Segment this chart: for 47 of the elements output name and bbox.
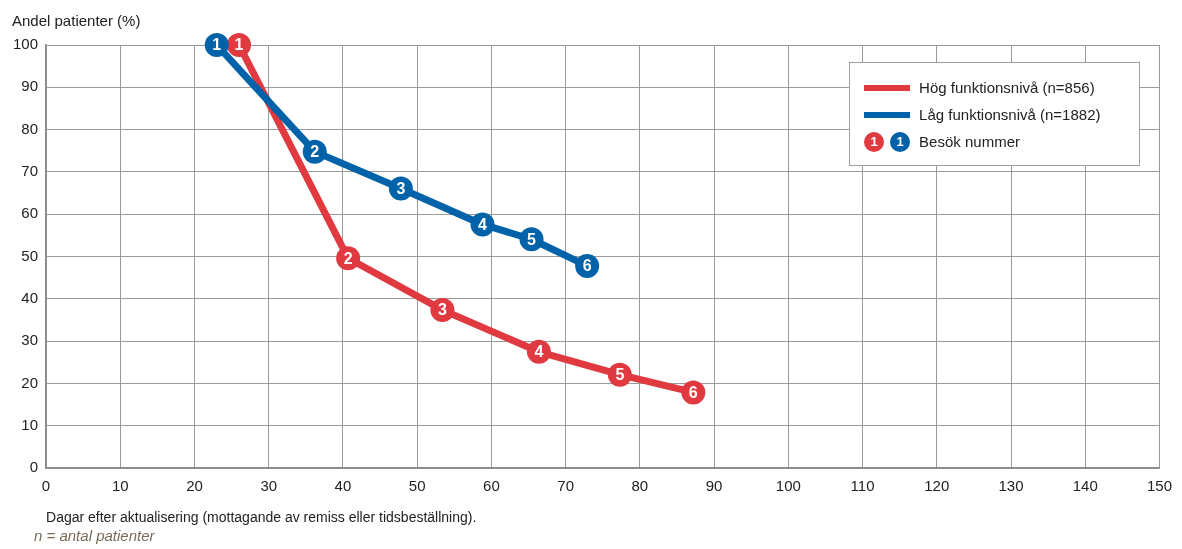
annotation: 4: [478, 215, 488, 233]
numbered-circle-icon: 1: [890, 131, 911, 152]
annotation: 3: [437, 301, 447, 319]
x-tick-label: 70: [557, 477, 574, 495]
x-tick-label: 50: [408, 477, 426, 495]
y-tick-label: 60: [21, 204, 39, 222]
x-tick-label: 110: [850, 477, 875, 495]
annotation: 4: [534, 343, 544, 361]
x-tick-label: 90: [705, 477, 723, 495]
y-axis-title: Andel patienter (%): [12, 12, 141, 29]
y-tick-label: 100: [13, 35, 39, 53]
x-tick-label: 40: [334, 477, 352, 495]
x-tick-label: 100: [775, 477, 801, 495]
y-tick-label: 70: [21, 162, 39, 180]
annotation: 5: [527, 230, 537, 248]
y-tick-label: 50: [21, 246, 39, 264]
x-tick-label: 20: [186, 477, 203, 495]
annotation: 5: [615, 366, 625, 384]
annotation: 1: [234, 36, 244, 54]
annotation: 3: [396, 179, 406, 197]
y-tick-label: 40: [21, 289, 39, 307]
y-tick-label: 30: [21, 331, 39, 349]
annotation: 6: [582, 257, 592, 275]
x-tick-label: 0: [41, 477, 51, 495]
annotation: 1: [212, 36, 222, 54]
x-tick-label: 130: [998, 477, 1024, 495]
x-tick-label: 150: [1146, 477, 1172, 495]
legend-label: Hög funktionsnivå (n=856): [919, 79, 1095, 96]
annotation: 2: [310, 143, 320, 161]
legend-label: Låg funktionsnivå (n=1882): [919, 106, 1101, 123]
numbered-circle-icon: 1: [864, 131, 885, 152]
x-tick-label: 60: [483, 477, 500, 495]
text: n = antal patienter: [34, 527, 155, 544]
y-tick-label: 80: [21, 119, 39, 137]
x-tick-label: 80: [631, 477, 649, 495]
annotation: 2: [343, 249, 353, 267]
x-tick-label: 10: [111, 477, 129, 495]
x-tick-label: 140: [1072, 477, 1098, 495]
y-tick-label: 0: [29, 458, 39, 476]
x-tick-label: 120: [924, 477, 950, 495]
annotation: 6: [688, 383, 698, 401]
x-tick-label: 30: [260, 477, 278, 495]
y-tick-label: 90: [21, 77, 39, 95]
x-axis-title: Dagar efter aktualisering (mottagande av remiss eller tidsbeställning).: [46, 509, 477, 526]
y-tick-label: 10: [21, 416, 39, 434]
y-tick-label: 20: [21, 373, 39, 391]
annotation: Besök nummer: [919, 133, 1020, 150]
